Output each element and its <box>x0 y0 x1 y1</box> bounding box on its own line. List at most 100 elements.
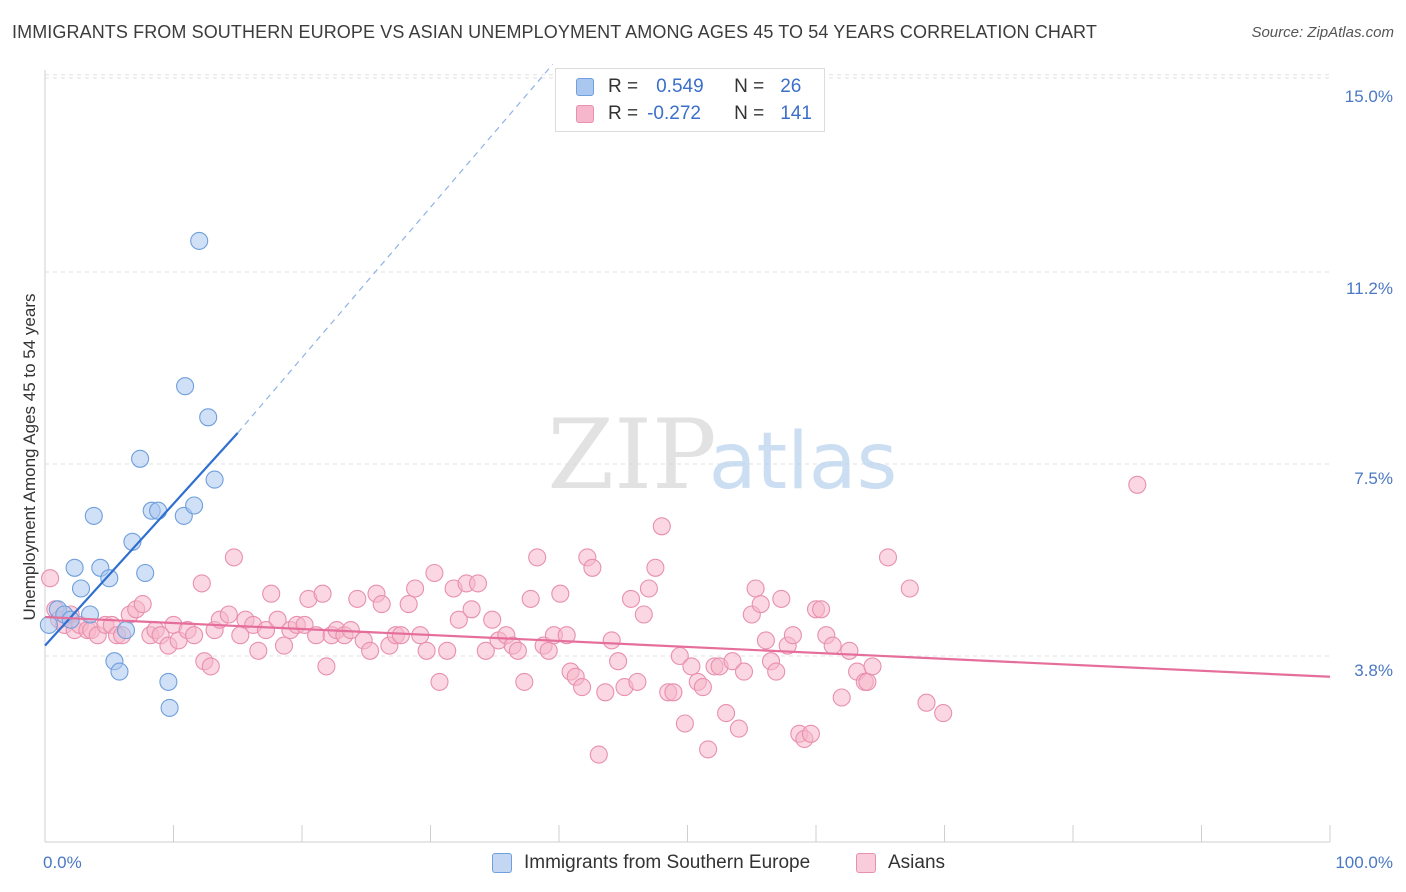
asians-point <box>823 636 842 655</box>
asians-point <box>391 626 410 645</box>
southern-europe-trend-line <box>44 432 239 647</box>
series-label-southern-europe: Immigrants from Southern Europe <box>524 852 811 873</box>
asians-point <box>476 641 495 660</box>
asians-point <box>508 641 527 660</box>
watermark-atlas: atlas <box>709 417 898 507</box>
asians-point <box>528 548 547 567</box>
legend-swatch-blue <box>576 78 594 96</box>
y-tick-15: 15.0% <box>1344 87 1393 106</box>
asians-point <box>589 745 608 764</box>
legend-r-label: R = <box>608 76 639 97</box>
southern-europe-point <box>84 506 103 525</box>
trend-lines <box>44 64 1331 678</box>
asians-point <box>361 641 380 660</box>
asians-point <box>41 569 60 588</box>
asians-point <box>551 584 570 603</box>
asians-point <box>723 652 742 671</box>
asians-point <box>646 558 665 577</box>
asians-point <box>783 626 802 645</box>
asians-point <box>430 672 449 691</box>
asians-point <box>249 641 268 660</box>
legend-n-label: N = <box>734 76 765 97</box>
asians-point <box>192 574 211 593</box>
asians-point <box>348 589 367 608</box>
asians-point <box>652 517 671 536</box>
legend-r-value-pink: -0.272 <box>647 103 701 124</box>
axes <box>44 70 1331 843</box>
southern-europe-point <box>205 470 224 489</box>
asians-point <box>639 579 658 598</box>
southern-europe-point <box>149 501 168 520</box>
asians-trend-line <box>44 615 1331 678</box>
series-legend-asians[interactable]: Asians <box>856 852 945 874</box>
southern-europe-point <box>136 563 155 583</box>
asians-point <box>746 579 765 598</box>
asians-point <box>468 574 488 593</box>
asians-point <box>515 672 534 691</box>
asians-point <box>734 662 754 681</box>
asians-point <box>596 683 615 702</box>
southern-europe-point <box>159 672 178 691</box>
asians-point <box>693 678 712 697</box>
southern-europe-trend-extension <box>237 64 554 434</box>
asians-point <box>449 610 468 629</box>
southern-europe-point <box>65 558 84 577</box>
southern-europe-point <box>190 231 209 250</box>
asians-point <box>417 641 436 660</box>
asians-point <box>863 657 882 676</box>
asians-point <box>729 719 748 738</box>
asians-point <box>934 704 953 723</box>
southern-europe-point <box>131 449 150 468</box>
asians-point <box>675 714 694 733</box>
series-label-asians: Asians <box>888 852 946 873</box>
asians-point <box>628 672 647 691</box>
grid-lines <box>45 74 1330 657</box>
asians-point <box>767 662 786 681</box>
asians-point <box>900 579 919 598</box>
asians-point <box>399 595 418 614</box>
correlation-legend: R = 0.549 N = 26 R = -0.272 N = 141 <box>555 68 825 132</box>
chart-title: IMMIGRANTS FROM SOUTHERN EUROPE VS ASIAN… <box>12 22 1097 42</box>
asians-point <box>406 579 425 598</box>
legend-n-label: N = <box>734 103 765 124</box>
series-legend-southern-europe[interactable]: Immigrants from Southern Europe <box>492 852 810 874</box>
legend-r-value-blue: 0.549 <box>656 76 704 97</box>
asians-point <box>224 548 243 567</box>
southern-europe-point <box>116 621 136 640</box>
asians-point <box>751 595 770 614</box>
asians-point <box>840 641 859 660</box>
y-tick-3-8: 3.8% <box>1354 661 1393 680</box>
asians-point <box>664 683 683 702</box>
southern-europe-point <box>61 610 80 629</box>
asians-point <box>801 724 820 743</box>
asians-point <box>185 626 204 645</box>
watermark-zip: ZIP <box>547 399 716 511</box>
legend-swatch-pink <box>576 105 594 123</box>
asians-point <box>634 605 653 624</box>
asians-point <box>917 693 936 712</box>
southern-europe-point <box>71 579 91 598</box>
legend-n-value-pink: 141 <box>780 103 812 124</box>
asians-point <box>256 621 276 640</box>
asians-point <box>772 589 791 608</box>
asians-point <box>573 678 592 697</box>
southern-europe-point <box>185 496 204 515</box>
series-legend: Immigrants from Southern Europe Asians <box>0 852 1406 878</box>
asians-point <box>557 626 576 645</box>
asians-point <box>699 740 718 759</box>
asians-points <box>41 475 1147 764</box>
asians-point <box>812 600 831 619</box>
southern-europe-point <box>199 408 218 427</box>
asians-point <box>858 672 877 691</box>
asians-point <box>1128 475 1147 494</box>
southern-europe-point <box>39 615 58 634</box>
asians-point <box>201 657 220 676</box>
southern-europe-point <box>100 569 119 588</box>
x-tick-0: 0.0% <box>43 853 82 872</box>
asians-point <box>274 636 294 655</box>
x-tick-100: 100.0% <box>1335 853 1393 872</box>
series-swatch-pink <box>856 853 876 873</box>
southern-europe-point <box>110 662 129 681</box>
series-swatch-blue <box>492 853 512 873</box>
